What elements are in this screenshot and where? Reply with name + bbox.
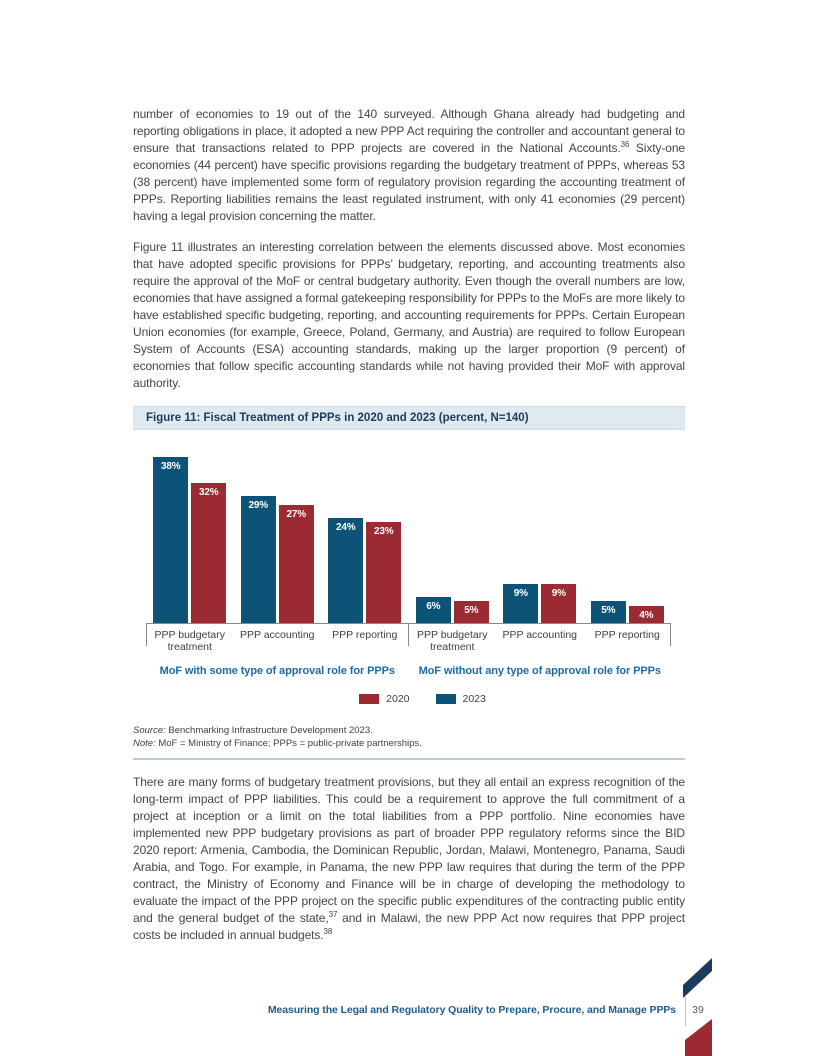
footer-title: Measuring the Legal and Regulatory Quali… bbox=[267, 1004, 676, 1016]
chart-group-2: 6% 5% 9% 9% 5% 4% bbox=[409, 448, 672, 623]
note-line: Note: MoF = Ministry of Finance; PPPs = … bbox=[133, 738, 685, 751]
bar-2023-ppp-reporting-group2: 5% bbox=[590, 601, 626, 623]
paragraph-3: There are many forms of budgetary treatm… bbox=[133, 774, 685, 944]
paragraph-1-text: number of economies to 19 out of the 140… bbox=[133, 107, 685, 155]
bar-2023-ppp-accounting-group2: 9% bbox=[503, 583, 539, 623]
note-text: MoF = Ministry of Finance; PPPs = public… bbox=[155, 737, 422, 749]
bar-value-label: 29% bbox=[248, 500, 269, 512]
legend-item-2023: 2023 bbox=[435, 693, 486, 705]
bar-pair: 24% 23% bbox=[328, 518, 402, 623]
axis-tick-right bbox=[670, 624, 671, 646]
chart-group-1: 38% 32% 29% 27% 24% 23% bbox=[146, 448, 409, 623]
bar-pair: 38% 32% bbox=[153, 456, 227, 623]
category-label-ppp-reporting: PPP reporting bbox=[594, 629, 660, 641]
bar-2023-ppp-accounting-group1: 29% bbox=[240, 496, 276, 623]
category-slot-ppp-budgetary-treatment: 6% 5% bbox=[409, 448, 497, 623]
source-line: Source: Benchmarking Infrastructure Deve… bbox=[133, 725, 685, 738]
bar-value-label: 24% bbox=[336, 522, 356, 533]
chart-plot: 38% 32% 29% 27% 24% 23% 6% 5% 9% 9% 5% 4% bbox=[146, 448, 671, 624]
bar-2023-ppp-budgetary-treatment-group2: 6% bbox=[415, 596, 451, 623]
category-slot-ppp-budgetary-treatment: 38% 32% bbox=[146, 448, 234, 623]
bar-2020-ppp-budgetary-treatment-group1: 32% bbox=[191, 483, 227, 623]
bar-2020-ppp-accounting-group2: 9% bbox=[541, 583, 577, 623]
paragraph-3-text-cont: and in Malawi, the new PPP Act now requi… bbox=[133, 911, 685, 942]
axis-tick-left bbox=[146, 624, 147, 646]
corner-navy-stripe bbox=[683, 958, 712, 998]
source-note-block: Source: Benchmarking Infrastructure Deve… bbox=[133, 725, 685, 750]
footnote-ref-36: 36 bbox=[620, 140, 630, 149]
bar-2020-ppp-reporting-group1: 23% bbox=[366, 522, 402, 623]
corner-red-shape bbox=[685, 1019, 712, 1056]
bar-value-label: 5% bbox=[601, 605, 616, 617]
page-content: number of economies to 19 out of the 140… bbox=[133, 106, 685, 958]
legend-swatch-2020 bbox=[359, 694, 380, 704]
axis-tick-middle bbox=[408, 624, 409, 646]
bar-value-label: 38% bbox=[161, 460, 181, 472]
bar-2020-ppp-budgetary-treatment-group2: 5% bbox=[453, 601, 489, 623]
divider-rule bbox=[133, 758, 685, 760]
chart-category-labels: PPP budgetary treatment PPP accounting PPP… bbox=[146, 624, 671, 660]
bar-pair: 9% 9% bbox=[503, 583, 577, 623]
source-text: Benchmarking Infrastructure Development … bbox=[165, 725, 373, 736]
paragraph-2-text: Figure 11 illustrates an interesting cor… bbox=[133, 240, 685, 390]
bar-value-label: 5% bbox=[464, 605, 479, 617]
bar-value-label: 4% bbox=[639, 609, 654, 621]
category-label-ppp-budgetary-treatment: PPP budgetary treatment bbox=[154, 629, 225, 653]
bar-value-label: 32% bbox=[199, 487, 219, 498]
category-slot-ppp-accounting: 29% 27% bbox=[234, 448, 322, 623]
bar-2023-ppp-reporting-group1: 24% bbox=[328, 518, 364, 623]
legend-item-2020: 2020 bbox=[359, 693, 410, 705]
footer-divider bbox=[685, 997, 686, 1026]
bar-value-label: 6% bbox=[426, 600, 441, 612]
group-label-2: MoF without any type of approval role fo… bbox=[418, 665, 661, 677]
bar-value-label: 27% bbox=[286, 508, 307, 520]
bar-2020-ppp-reporting-group2: 4% bbox=[628, 605, 664, 623]
category-label-ppp-accounting: PPP accounting bbox=[239, 629, 315, 641]
legend-label-2020: 2020 bbox=[386, 693, 410, 705]
corner-decoration bbox=[683, 958, 712, 1056]
footnote-ref-38: 38 bbox=[323, 927, 333, 936]
paragraph-1-text-cont: Sixty-one economies (44 percent) have sp… bbox=[133, 141, 685, 223]
group-label-1: MoF with some type of approval role for … bbox=[159, 665, 395, 677]
figure-11-chart: 38% 32% 29% 27% 24% 23% 6% 5% 9% 9% 5% 4% PPP budge… bbox=[146, 448, 671, 705]
legend-swatch-2023 bbox=[435, 694, 456, 704]
bar-pair: 29% 27% bbox=[240, 496, 314, 623]
category-label-ppp-budgetary-treatment: PPP budgetary treatment bbox=[417, 629, 488, 653]
paragraph-2: Figure 11 illustrates an interesting cor… bbox=[133, 239, 685, 392]
source-label: Source: bbox=[133, 725, 166, 736]
legend-label-2023: 2023 bbox=[462, 693, 486, 705]
footnote-ref-37: 37 bbox=[328, 910, 338, 919]
chart-legend: 2020 2023 bbox=[146, 693, 671, 705]
bar-2023-ppp-budgetary-treatment-group1: 38% bbox=[153, 456, 189, 623]
category-label-ppp-accounting: PPP accounting bbox=[502, 629, 578, 641]
page-number: 39 bbox=[692, 1004, 704, 1016]
paragraph-1: number of economies to 19 out of the 140… bbox=[133, 106, 685, 225]
note-label: Note: bbox=[133, 737, 156, 749]
figure-title: Figure 11: Fiscal Treatment of PPPs in 2… bbox=[133, 406, 685, 430]
bar-pair: 6% 5% bbox=[415, 596, 489, 623]
chart-group-labels: MoF with some type of approval role for … bbox=[146, 665, 671, 677]
bar-pair: 5% 4% bbox=[590, 601, 664, 623]
paragraph-3-text: There are many forms of budgetary treatm… bbox=[133, 775, 685, 925]
category-label-ppp-reporting: PPP reporting bbox=[332, 629, 398, 641]
category-slot-ppp-reporting: 5% 4% bbox=[584, 448, 672, 623]
bar-value-label: 23% bbox=[374, 526, 394, 538]
bar-value-label: 9% bbox=[551, 587, 566, 599]
category-slot-ppp-reporting: 24% 23% bbox=[321, 448, 409, 623]
bar-value-label: 9% bbox=[513, 587, 528, 599]
category-slot-ppp-accounting: 9% 9% bbox=[496, 448, 584, 623]
bar-2020-ppp-accounting-group1: 27% bbox=[278, 504, 314, 623]
